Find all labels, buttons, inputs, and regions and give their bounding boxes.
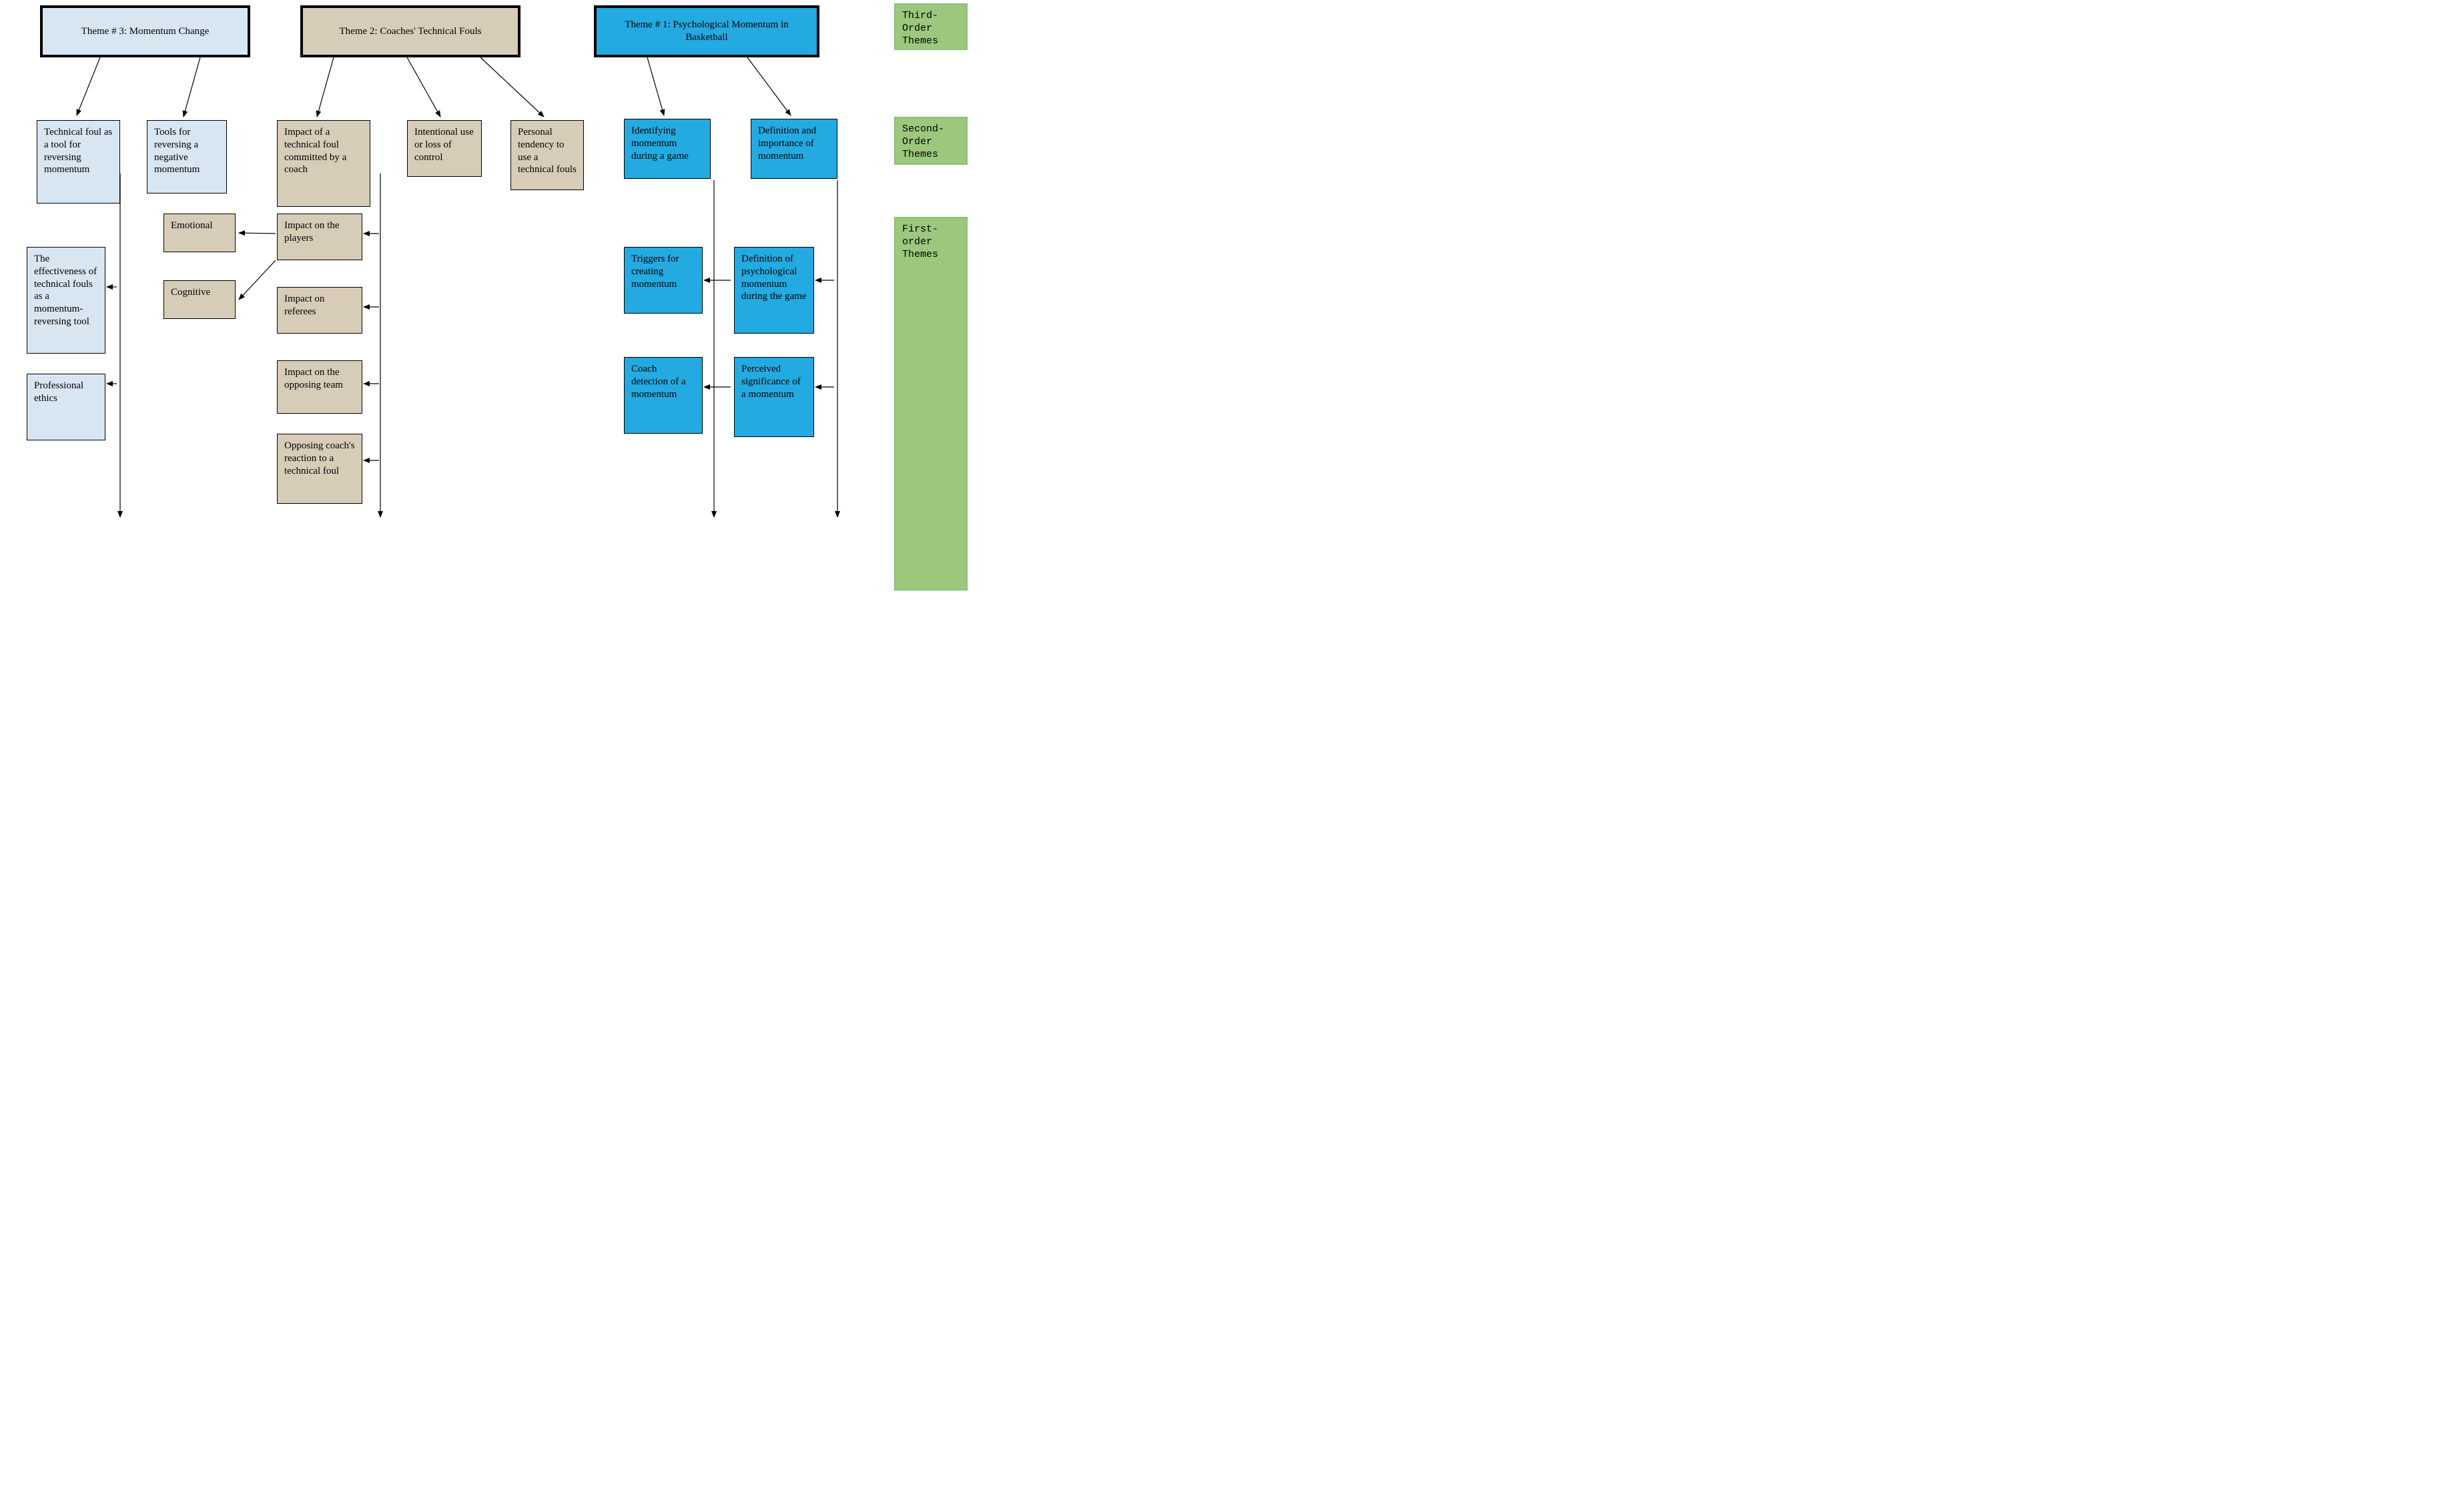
second-order-t1-definition: Definition and importance of momentum	[751, 119, 837, 179]
second-order-t2-impact-coach-foul: Impact of a technical foul committed by …	[277, 120, 370, 207]
first-order-t2-impact-opposing: Impact on the opposing team	[277, 360, 362, 414]
first-order-t1-coach-detection: Coach detection of a momentum	[624, 357, 703, 434]
second-order-t2-intentional-loss: Intentional use or loss of control	[407, 120, 482, 177]
arrows-layer	[0, 0, 984, 607]
legend-first-order: First-order Themes	[894, 217, 968, 591]
first-order-t2-impact-referees: Impact on referees	[277, 287, 362, 334]
first-order-t2-opposing-reaction: Opposing coach's reaction to a technical…	[277, 434, 362, 504]
second-order-t1-identifying: Identifying momentum during a game	[624, 119, 711, 179]
first-order-t3-cognitive: Cognitive	[163, 280, 236, 319]
first-order-t3-emotional: Emotional	[163, 214, 236, 252]
theme-1-header: Theme # 1: Psychological Momentum in Bas…	[594, 5, 819, 57]
theme-3-header: Theme # 3: Momentum Change	[40, 5, 250, 57]
second-order-t2-personal-tendency: Personal tendency to use a technical fou…	[510, 120, 584, 190]
first-order-t1-perceived-sig: Perceived significance of a momentum	[734, 357, 814, 437]
first-order-t3-ethics: Professional ethics	[27, 374, 105, 440]
first-order-t1-triggers: Triggers for creating momentum	[624, 247, 703, 314]
legend-second-order: Second-Order Themes	[894, 117, 968, 165]
first-order-t3-effectiveness: The effectiveness of technical fouls as …	[27, 247, 105, 354]
second-order-t3-technical-foul-tool: Technical foul as a tool for reversing m…	[37, 120, 120, 204]
legend-third-order: Third-Order Themes	[894, 3, 968, 50]
second-order-t3-tools-reversing: Tools for reversing a negative momentum	[147, 120, 227, 194]
diagram-canvas: Third-Order Themes Second-Order Themes F…	[0, 0, 984, 607]
theme-2-header: Theme 2: Coaches' Technical Fouls	[300, 5, 520, 57]
first-order-t1-definition: Definition of psychological momentum dur…	[734, 247, 814, 334]
first-order-t2-impact-players: Impact on the players	[277, 214, 362, 260]
